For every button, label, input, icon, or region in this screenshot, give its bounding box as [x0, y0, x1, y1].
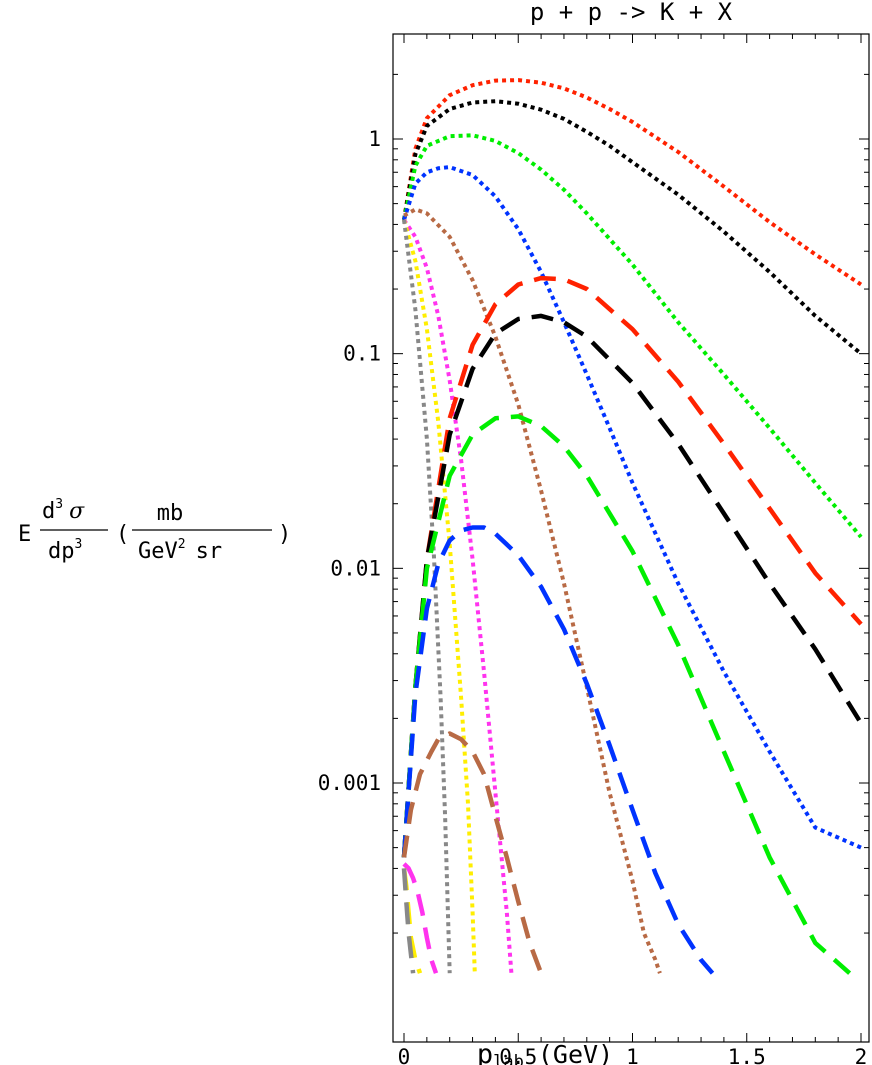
- series-line-2: [402, 99, 863, 356]
- y-axis-label: E d3 σ dp3 ( mb GeV2 sr ): [18, 497, 291, 564]
- x-axis-label: plab (GeV): [477, 1039, 613, 1065]
- x-tick-label: 1: [626, 1045, 639, 1065]
- series-line-6: [402, 218, 514, 974]
- series-line-16: [401, 868, 416, 974]
- series-line-14: [402, 862, 439, 974]
- series-line-11: [401, 414, 852, 975]
- series-line-10: [401, 313, 863, 858]
- y-tick-label: 1: [368, 127, 381, 151]
- x-tick-label: 2: [855, 1045, 868, 1065]
- y-label-close-paren: ): [278, 522, 291, 547]
- x-tick-label: 1.5: [728, 1045, 766, 1065]
- x-axis-label-unit: (GeV): [538, 1040, 613, 1065]
- x-tick-label: 0.5: [499, 1045, 537, 1065]
- series-line-7: [402, 219, 477, 974]
- y-label-open-paren: (: [116, 522, 129, 547]
- y-label-unit-numerator: mb: [157, 501, 184, 526]
- y-tick-label: 0.001: [318, 771, 381, 795]
- tick-layer: 0 0.5 1 1.5 2 1 0.1 0.01 0.001: [318, 34, 869, 1065]
- y-label-denominator: dp3: [48, 537, 82, 564]
- y-label-unit-denominator: GeV2 sr: [138, 537, 222, 564]
- y-tick-label: 0.01: [330, 556, 381, 580]
- series-line-12: [401, 525, 715, 975]
- series-line-13: [401, 731, 544, 974]
- series-line-5: [403, 207, 662, 974]
- series-line-9: [401, 275, 863, 858]
- chart-title: p + p -> K + X: [530, 0, 733, 26]
- x-axis-label-main: p: [477, 1039, 493, 1065]
- y-label-numerator: d3 σ: [42, 497, 85, 524]
- series-line-8: [402, 219, 452, 974]
- y-tick-label: 0.1: [343, 342, 381, 366]
- y-label-prefix: E: [18, 522, 31, 547]
- plot-frame: [392, 33, 870, 1043]
- x-axis-label-sub: lab: [493, 1052, 524, 1065]
- series-line-3: [402, 133, 863, 539]
- series-layer: [401, 78, 863, 975]
- x-tick-label: 0: [398, 1045, 411, 1065]
- series-line-4: [402, 165, 862, 850]
- series-line-1: [402, 78, 863, 287]
